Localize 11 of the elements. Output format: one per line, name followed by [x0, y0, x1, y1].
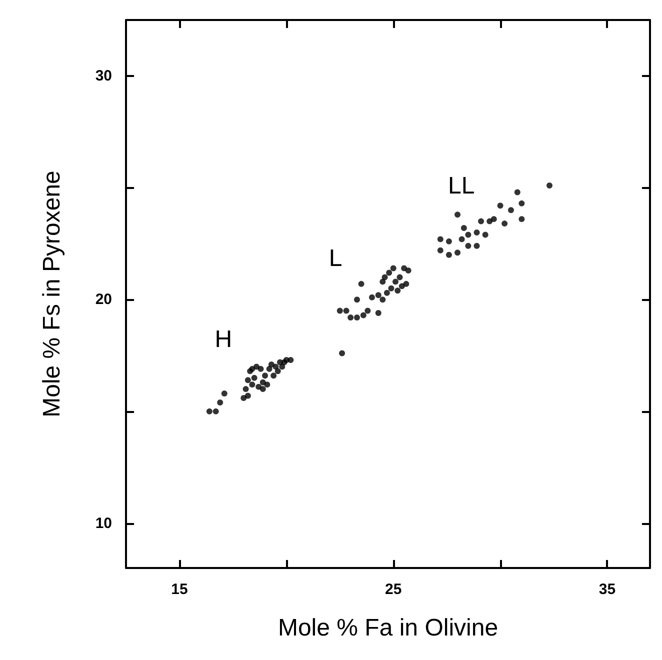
annotation: H [214, 326, 232, 353]
x-axis-title: Mole % Fa in Olivine [278, 614, 498, 642]
y-tick-label: 30 [95, 67, 112, 84]
annotation: L [328, 244, 342, 272]
annotation: LL [448, 172, 475, 200]
y-tick-label: 10 [95, 514, 112, 532]
y-tick-label: 20 [95, 291, 112, 308]
x-tick-label: 25 [385, 581, 402, 598]
x-tick-label: 15 [171, 581, 188, 598]
x-tick-label: 35 [598, 581, 616, 598]
y-axis-title: Mole % Fs in Pyroxene [38, 170, 66, 418]
